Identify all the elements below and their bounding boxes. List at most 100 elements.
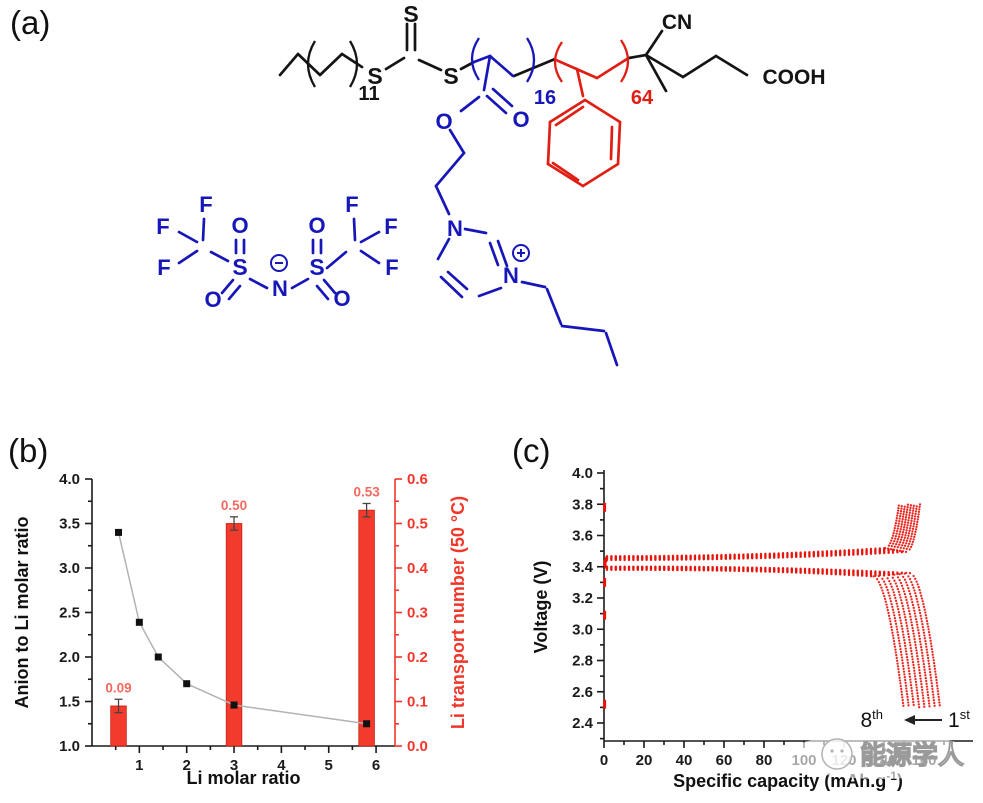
svg-text:20: 20 xyxy=(636,752,653,769)
svg-text:O: O xyxy=(333,286,350,311)
left-axis-title: Anion to Li molar ratio xyxy=(12,516,32,708)
svg-text:1.5: 1.5 xyxy=(59,694,80,711)
watermark-logo-icon xyxy=(821,738,853,770)
svg-text:3.2: 3.2 xyxy=(572,590,593,607)
svg-text:CN: CN xyxy=(662,11,692,34)
bar-series: 0.09 0.50 0.53 xyxy=(105,484,380,747)
repeat-paren xyxy=(526,37,536,83)
svg-text:11: 11 xyxy=(358,83,379,105)
svg-text:0.1: 0.1 xyxy=(407,694,428,711)
svg-text:0.4: 0.4 xyxy=(407,560,429,577)
svg-text:COOH: COOH xyxy=(763,66,826,89)
svg-text:0.6: 0.6 xyxy=(407,471,428,488)
svg-text:0.2: 0.2 xyxy=(407,649,428,666)
svg-text:3.5: 3.5 xyxy=(59,516,80,533)
svg-text:1st: 1st xyxy=(948,707,970,732)
structure-bonds xyxy=(177,22,749,367)
svg-text:S: S xyxy=(367,63,382,89)
repeat-paren xyxy=(553,41,563,83)
svg-text:3.0: 3.0 xyxy=(59,560,80,577)
svg-text:1.0: 1.0 xyxy=(59,738,80,755)
svg-text:2.8: 2.8 xyxy=(572,653,593,670)
svg-text:6: 6 xyxy=(372,757,380,774)
repeat-paren xyxy=(306,40,316,88)
svg-text:2.0: 2.0 xyxy=(59,649,80,666)
stray-mark xyxy=(603,502,607,512)
svg-text:3.6: 3.6 xyxy=(572,528,593,545)
stray-mark xyxy=(603,610,607,620)
watermark: 能源学人 xyxy=(785,733,975,779)
svg-text:60: 60 xyxy=(716,752,733,769)
svg-text:N: N xyxy=(503,263,519,288)
svg-text:3.4: 3.4 xyxy=(572,559,594,576)
bar-value-label: 0.53 xyxy=(353,484,380,499)
svg-text:4: 4 xyxy=(277,757,286,774)
square-marker xyxy=(154,653,162,661)
cycle-curves xyxy=(603,503,941,709)
right-axis-title: Li transport number (50 °C) xyxy=(448,496,468,729)
svg-text:O: O xyxy=(512,107,529,132)
svg-text:64: 64 xyxy=(631,87,654,109)
svg-text:0: 0 xyxy=(600,752,608,769)
panel-a-label: (a) xyxy=(10,4,51,41)
svg-text:F: F xyxy=(157,255,170,280)
svg-text:0.0: 0.0 xyxy=(407,738,428,755)
svg-text:1: 1 xyxy=(135,757,143,774)
square-marker xyxy=(183,680,191,688)
svg-text:O: O xyxy=(231,213,248,238)
plus-charge-icon xyxy=(512,244,530,262)
svg-text:4.0: 4.0 xyxy=(572,465,593,482)
bar-value-label: 0.09 xyxy=(105,680,131,695)
svg-text:N: N xyxy=(447,216,463,241)
svg-text:F: F xyxy=(345,192,358,217)
svg-text:4.0: 4.0 xyxy=(59,471,80,488)
svg-text:2.4: 2.4 xyxy=(572,715,594,732)
svg-text:80: 80 xyxy=(756,752,773,769)
minus-charge-icon xyxy=(270,254,288,272)
line-series xyxy=(115,528,371,728)
svg-text:2.6: 2.6 xyxy=(572,684,593,701)
svg-text:16: 16 xyxy=(534,87,556,109)
svg-text:5: 5 xyxy=(325,757,333,774)
panel-c-label: (c) xyxy=(512,432,551,469)
svg-text:S: S xyxy=(309,254,324,280)
svg-text:O: O xyxy=(435,109,452,134)
svg-text:F: F xyxy=(384,214,397,239)
square-marker xyxy=(135,618,143,626)
square-marker xyxy=(363,720,371,728)
svg-text:F: F xyxy=(385,255,398,280)
svg-text:2: 2 xyxy=(183,757,191,774)
svg-text:F: F xyxy=(156,214,169,239)
svg-text:3.0: 3.0 xyxy=(572,621,593,638)
svg-text:3: 3 xyxy=(230,757,238,774)
bar xyxy=(225,523,243,747)
repeat-paren xyxy=(470,37,480,81)
svg-text:0.3: 0.3 xyxy=(407,605,428,622)
square-marker xyxy=(115,528,123,536)
axes xyxy=(85,478,402,753)
svg-text:S: S xyxy=(403,1,418,27)
svg-text:8th: 8th xyxy=(860,707,883,732)
svg-text:F: F xyxy=(199,192,212,217)
square-marker xyxy=(230,701,238,709)
svg-text:40: 40 xyxy=(676,752,693,769)
cycle-annotation: 8th 1st xyxy=(860,707,970,732)
svg-text:O: O xyxy=(308,213,325,238)
bar-value-label: 0.50 xyxy=(221,498,247,513)
stray-mark xyxy=(603,699,607,709)
stray-mark xyxy=(603,577,607,587)
svg-text:N: N xyxy=(272,276,288,301)
chart-transport-number: 1 2 3 4 5 6 1.0 1.5 2.0 2.5 3.0 3.5 4.0 0.0 0.1 0.2 0.3 0… xyxy=(12,471,468,788)
chart-voltage-capacity: 2.42.62.83.03.23.43.63.84.00204060801001… xyxy=(531,465,975,791)
svg-text:S: S xyxy=(232,254,247,280)
x-axis-title: Li molar ratio xyxy=(186,768,300,788)
svg-text:2.5: 2.5 xyxy=(59,605,80,622)
svg-text:S: S xyxy=(443,63,458,89)
repeat-paren xyxy=(349,40,359,88)
svg-text:0.5: 0.5 xyxy=(407,516,428,533)
watermark-text: 能源学人 xyxy=(860,740,964,770)
svg-text:3.8: 3.8 xyxy=(572,496,593,513)
